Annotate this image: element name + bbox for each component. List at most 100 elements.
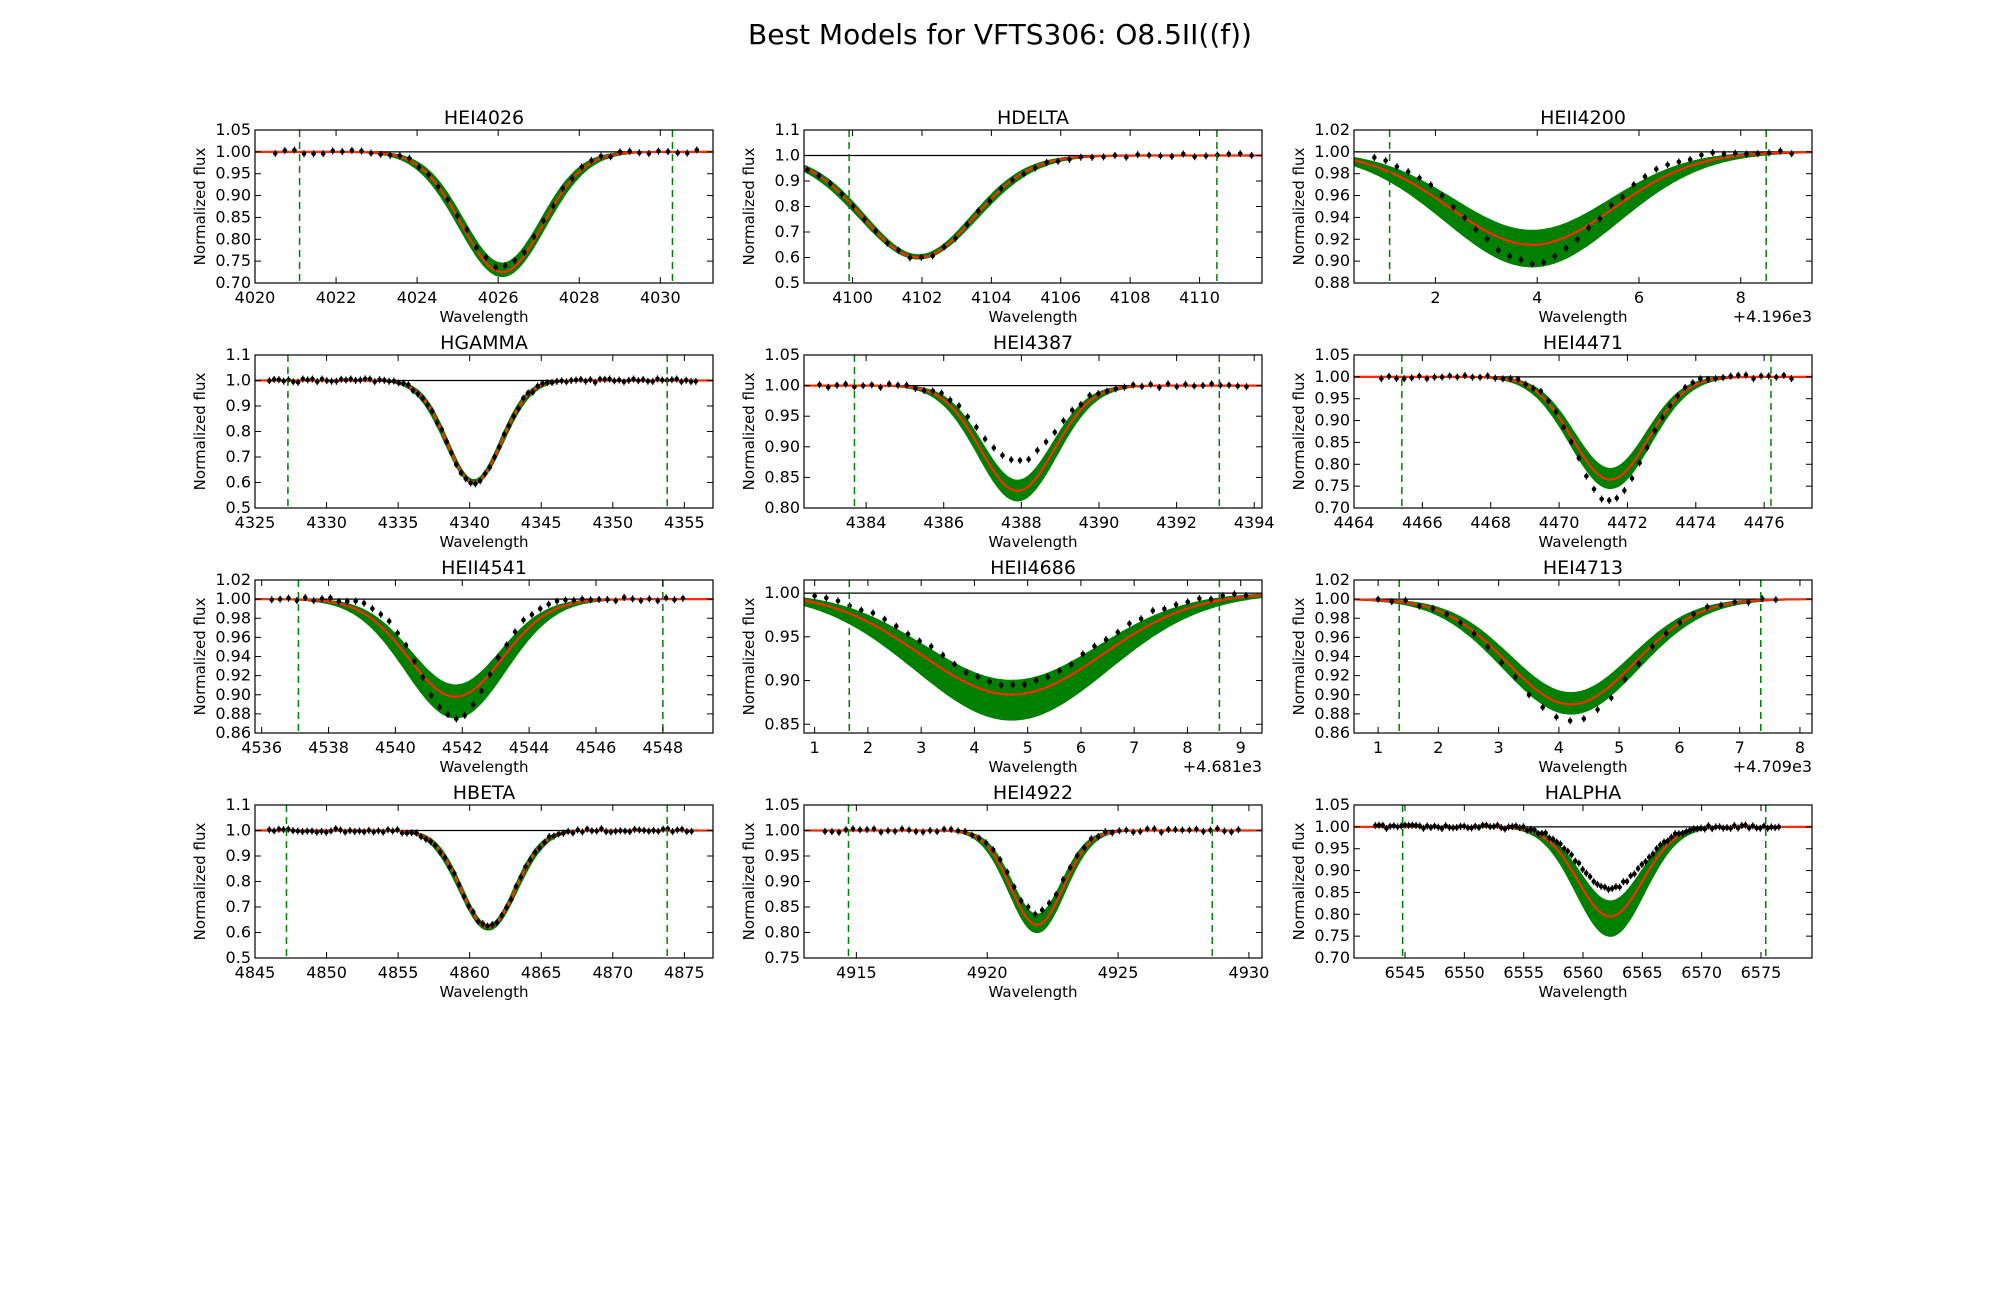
data-point bbox=[1690, 380, 1696, 385]
data-point bbox=[919, 254, 924, 260]
data-point bbox=[602, 377, 608, 382]
data-point bbox=[314, 379, 320, 384]
data-point bbox=[1043, 439, 1049, 445]
data-point bbox=[397, 153, 403, 158]
data-point bbox=[1691, 826, 1696, 832]
data-point bbox=[1209, 381, 1214, 387]
data-point bbox=[1591, 486, 1597, 492]
data-point bbox=[1439, 374, 1445, 380]
data-point bbox=[1413, 823, 1419, 828]
data-point bbox=[1249, 153, 1254, 158]
panel-title: HEI4471 bbox=[1543, 332, 1623, 354]
x-tick-label: 4022 bbox=[316, 288, 357, 307]
data-point bbox=[589, 828, 595, 834]
data-point bbox=[1675, 393, 1680, 399]
data-point bbox=[1617, 884, 1622, 890]
x-axis-label: Wavelength bbox=[1539, 533, 1628, 551]
plot-area bbox=[1354, 130, 1812, 283]
x-tick-label: 4108 bbox=[1110, 288, 1151, 307]
x-tick-label: 6 bbox=[1634, 288, 1644, 307]
data-point bbox=[1197, 596, 1202, 601]
data-point bbox=[1642, 174, 1648, 179]
y-axis-label: Normalized flux bbox=[740, 373, 758, 491]
data-point bbox=[1229, 829, 1234, 835]
data-point bbox=[921, 388, 927, 393]
data-point bbox=[1022, 682, 1027, 687]
data-point bbox=[822, 829, 828, 834]
data-point bbox=[1750, 823, 1756, 829]
data-point bbox=[1743, 372, 1749, 378]
data-point bbox=[1203, 153, 1209, 159]
y-tick-label: 0.98 bbox=[215, 608, 251, 627]
data-point bbox=[1506, 824, 1511, 830]
data-point bbox=[429, 408, 435, 414]
data-point bbox=[311, 151, 316, 157]
data-point bbox=[817, 382, 822, 388]
data-point bbox=[1458, 824, 1463, 829]
data-point bbox=[1410, 822, 1415, 828]
data-point bbox=[396, 380, 402, 386]
data-point bbox=[499, 913, 505, 918]
data-point bbox=[1131, 829, 1136, 835]
data-point bbox=[1561, 425, 1566, 430]
data-point bbox=[468, 480, 473, 486]
data-point bbox=[494, 920, 500, 926]
data-point bbox=[1109, 830, 1115, 836]
data-point bbox=[1477, 374, 1483, 380]
data-point bbox=[941, 244, 947, 250]
data-point bbox=[276, 377, 282, 382]
y-tick-label: 0.80 bbox=[1314, 454, 1350, 473]
data-point bbox=[646, 151, 652, 156]
data-point bbox=[271, 828, 277, 834]
x-tick-label: 6 bbox=[1674, 738, 1684, 757]
data-point bbox=[987, 679, 992, 684]
data-point bbox=[1011, 884, 1017, 890]
data-point bbox=[390, 828, 395, 834]
data-point bbox=[529, 612, 535, 617]
data-point bbox=[395, 827, 400, 832]
y-tick-label: 0.9 bbox=[226, 396, 251, 415]
y-tick-label: 0.95 bbox=[764, 627, 800, 646]
data-point bbox=[344, 599, 350, 604]
data-point bbox=[504, 905, 509, 910]
data-point bbox=[1057, 668, 1062, 674]
data-point bbox=[1524, 827, 1530, 833]
x-axis-label: Wavelength bbox=[440, 533, 529, 551]
data-point bbox=[1432, 374, 1437, 380]
data-point bbox=[913, 386, 918, 391]
x-offset-label: +4.709e3 bbox=[1733, 757, 1812, 776]
data-point bbox=[1622, 677, 1628, 682]
panel-title: HGAMMA bbox=[440, 332, 528, 354]
data-point bbox=[1658, 842, 1663, 848]
y-tick-label: 0.92 bbox=[1314, 666, 1350, 685]
x-tick-label: 4390 bbox=[1079, 513, 1120, 532]
data-point bbox=[442, 855, 448, 861]
y-tick-label: 1.00 bbox=[764, 821, 800, 840]
data-point bbox=[1704, 604, 1710, 610]
x-tick-label: 4870 bbox=[592, 963, 633, 982]
panel-hei4713: 1 2 3 4 5 6 7 8 0.860.880.900.920.940.960.981.00… bbox=[1290, 557, 1813, 776]
data-point bbox=[323, 829, 329, 835]
data-point bbox=[1598, 884, 1604, 889]
data-point bbox=[1495, 822, 1500, 828]
x-axis-label: Wavelength bbox=[440, 983, 529, 1001]
x-tick-label: 4850 bbox=[306, 963, 347, 982]
data-point bbox=[1232, 591, 1237, 597]
data-point bbox=[1053, 892, 1059, 897]
data-point bbox=[892, 829, 898, 834]
data-point bbox=[1547, 835, 1552, 841]
data-point bbox=[1487, 824, 1493, 830]
data-point bbox=[1543, 830, 1548, 836]
data-point bbox=[637, 827, 642, 833]
data-point bbox=[569, 176, 575, 181]
data-point bbox=[1444, 611, 1449, 617]
data-point bbox=[1112, 153, 1118, 158]
data-point bbox=[1372, 155, 1377, 160]
data-point bbox=[1435, 824, 1441, 830]
model-band bbox=[255, 598, 713, 719]
x-tick-label: 8 bbox=[1736, 288, 1746, 307]
data-point bbox=[616, 377, 622, 383]
model-band bbox=[1354, 826, 1812, 937]
data-point bbox=[588, 377, 593, 382]
data-point bbox=[372, 379, 378, 384]
